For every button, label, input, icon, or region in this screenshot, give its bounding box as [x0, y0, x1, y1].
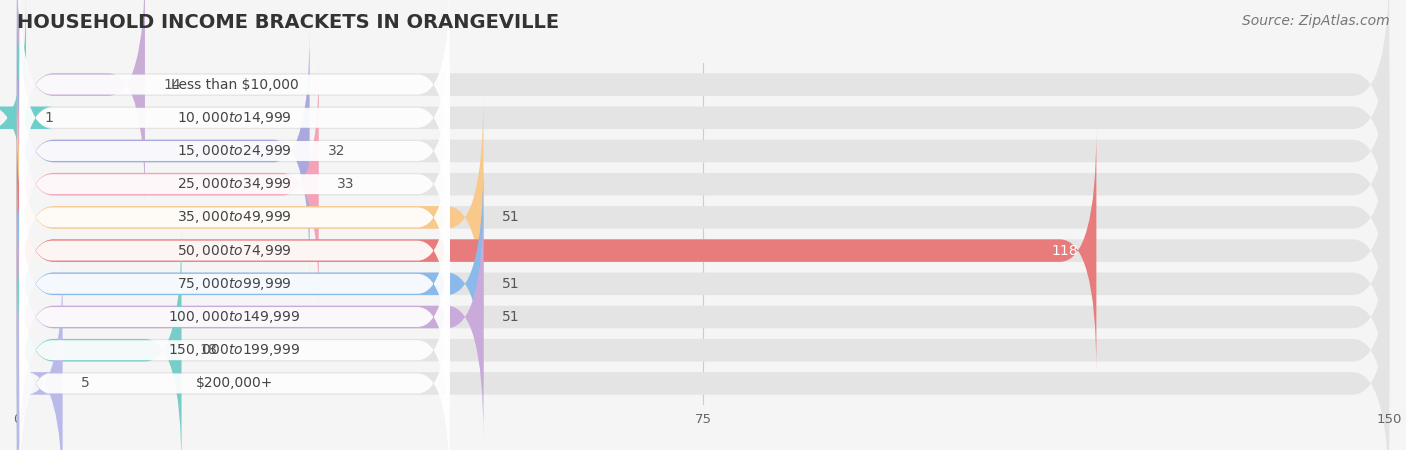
Text: Less than $10,000: Less than $10,000 — [170, 77, 298, 92]
FancyBboxPatch shape — [17, 129, 1389, 372]
FancyBboxPatch shape — [20, 0, 450, 191]
Text: HOUSEHOLD INCOME BRACKETS IN ORANGEVILLE: HOUSEHOLD INCOME BRACKETS IN ORANGEVILLE — [17, 14, 560, 32]
FancyBboxPatch shape — [0, 0, 53, 239]
Text: 118: 118 — [1052, 243, 1078, 257]
Text: Source: ZipAtlas.com: Source: ZipAtlas.com — [1241, 14, 1389, 27]
Text: 32: 32 — [328, 144, 346, 158]
Text: $150,000 to $199,999: $150,000 to $199,999 — [169, 342, 301, 358]
FancyBboxPatch shape — [17, 195, 484, 439]
FancyBboxPatch shape — [17, 63, 1389, 306]
FancyBboxPatch shape — [17, 96, 1389, 339]
FancyBboxPatch shape — [20, 277, 450, 450]
FancyBboxPatch shape — [20, 12, 450, 224]
FancyBboxPatch shape — [20, 78, 450, 290]
Text: 51: 51 — [502, 211, 519, 225]
FancyBboxPatch shape — [17, 129, 1097, 372]
Text: 51: 51 — [502, 277, 519, 291]
FancyBboxPatch shape — [20, 244, 450, 450]
FancyBboxPatch shape — [17, 229, 181, 450]
Text: $100,000 to $149,999: $100,000 to $149,999 — [169, 309, 301, 325]
Text: $200,000+: $200,000+ — [195, 376, 273, 391]
FancyBboxPatch shape — [20, 144, 450, 357]
FancyBboxPatch shape — [20, 211, 450, 423]
FancyBboxPatch shape — [20, 178, 450, 390]
FancyBboxPatch shape — [17, 63, 319, 306]
Text: $15,000 to $24,999: $15,000 to $24,999 — [177, 143, 292, 159]
Text: 1: 1 — [45, 111, 53, 125]
FancyBboxPatch shape — [20, 45, 450, 257]
Text: 14: 14 — [163, 77, 181, 92]
FancyBboxPatch shape — [17, 229, 1389, 450]
FancyBboxPatch shape — [17, 162, 1389, 405]
FancyBboxPatch shape — [17, 262, 63, 450]
FancyBboxPatch shape — [17, 29, 1389, 273]
Text: 18: 18 — [200, 343, 218, 357]
FancyBboxPatch shape — [17, 96, 484, 339]
FancyBboxPatch shape — [17, 0, 1389, 206]
FancyBboxPatch shape — [17, 262, 1389, 450]
FancyBboxPatch shape — [17, 195, 1389, 439]
FancyBboxPatch shape — [17, 0, 145, 206]
Text: $50,000 to $74,999: $50,000 to $74,999 — [177, 243, 292, 259]
FancyBboxPatch shape — [17, 0, 1389, 239]
Text: $25,000 to $34,999: $25,000 to $34,999 — [177, 176, 292, 192]
Text: $75,000 to $99,999: $75,000 to $99,999 — [177, 276, 292, 292]
Text: 33: 33 — [337, 177, 354, 191]
FancyBboxPatch shape — [20, 111, 450, 324]
FancyBboxPatch shape — [17, 162, 484, 405]
FancyBboxPatch shape — [17, 29, 309, 273]
Text: $10,000 to $14,999: $10,000 to $14,999 — [177, 110, 292, 126]
Text: 51: 51 — [502, 310, 519, 324]
Text: $35,000 to $49,999: $35,000 to $49,999 — [177, 209, 292, 225]
Text: 5: 5 — [82, 376, 90, 391]
